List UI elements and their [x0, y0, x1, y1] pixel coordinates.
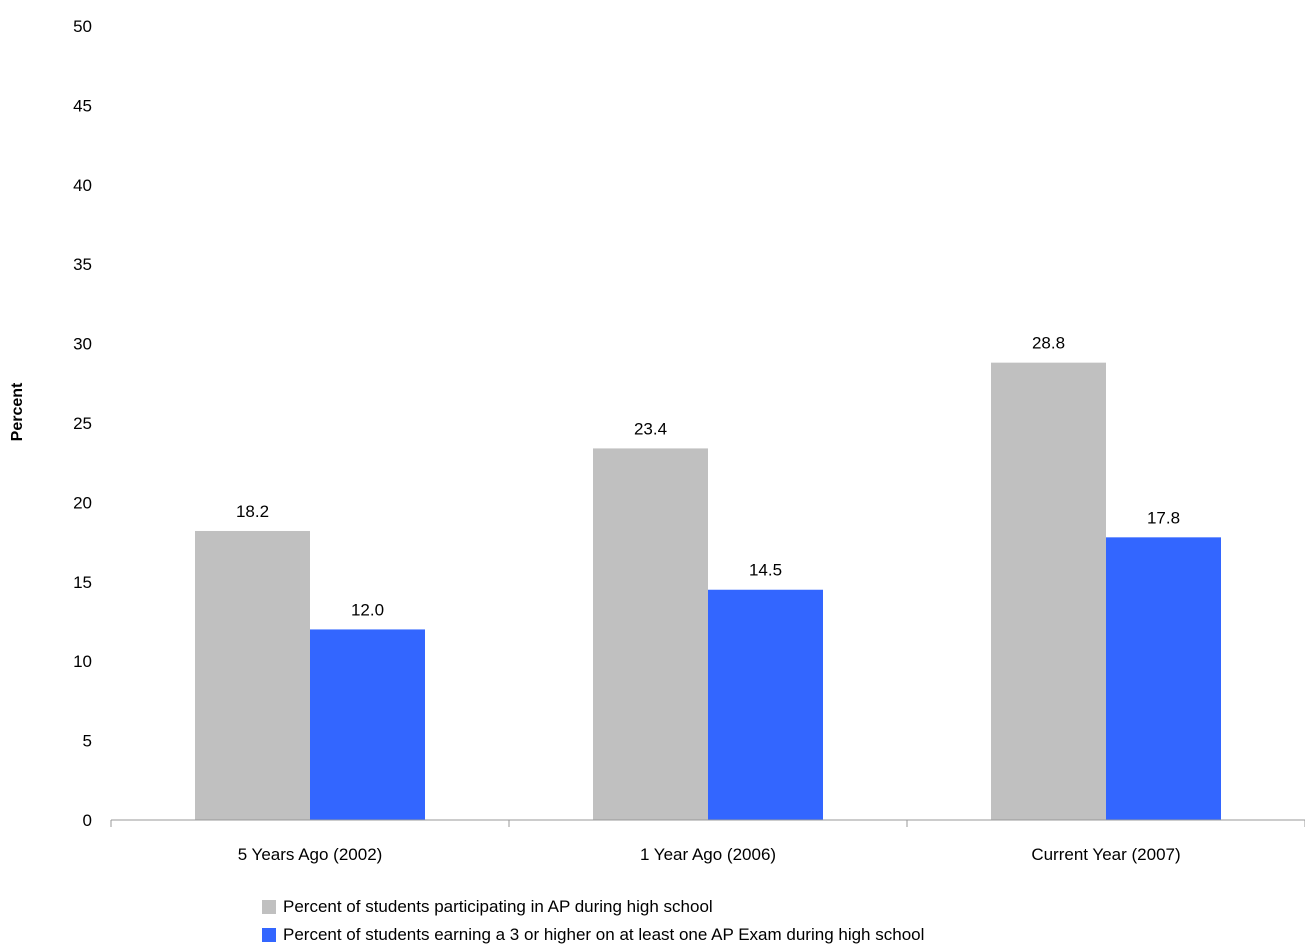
- bar-value-label: 17.8: [1147, 508, 1180, 527]
- y-tick-label: 0: [83, 811, 92, 830]
- x-category-label: 1 Year Ago (2006): [640, 845, 776, 864]
- y-tick-label: 40: [73, 176, 92, 195]
- bar-chart: Percent 0 5 10 15 20 25 30 35 40 45 50 18.2 12.0 23.…: [9, 17, 1305, 864]
- y-tick-label: 35: [73, 255, 92, 274]
- bar: [1106, 537, 1221, 820]
- bar-value-label: 14.5: [749, 561, 782, 580]
- legend-label-participating: Percent of students participating in AP …: [283, 897, 713, 916]
- bar-value-label: 18.2: [236, 502, 269, 521]
- y-tick-label: 25: [73, 414, 92, 433]
- y-axis-label: Percent: [9, 382, 26, 441]
- x-category-label: Current Year (2007): [1031, 845, 1180, 864]
- y-tick-label: 20: [73, 493, 92, 512]
- x-category-label: 5 Years Ago (2002): [238, 845, 383, 864]
- y-tick-label: 50: [73, 17, 92, 36]
- bar: [310, 629, 425, 820]
- legend: Percent of students participating in AP …: [262, 893, 924, 949]
- bar: [593, 448, 708, 820]
- legend-item-earning-3: Percent of students earning a 3 or highe…: [262, 921, 924, 949]
- y-tick-label: 5: [83, 732, 92, 751]
- bar-value-label: 28.8: [1032, 334, 1065, 353]
- y-tick-label: 15: [73, 573, 92, 592]
- y-axis-ticks: 0 5 10 15 20 25 30 35 40 45 50: [73, 17, 92, 830]
- bar: [991, 362, 1106, 820]
- legend-swatch-earning-3: [262, 928, 276, 942]
- y-tick-label: 45: [73, 96, 92, 115]
- bar: [708, 589, 823, 820]
- legend-swatch-participating: [262, 900, 276, 914]
- x-axis: 5 Years Ago (2002) 1 Year Ago (2006) Curre…: [110, 819, 1305, 864]
- legend-item-participating: Percent of students participating in AP …: [262, 893, 924, 921]
- bar-value-label: 23.4: [634, 419, 667, 438]
- bars: 18.2 12.0 23.4 14.5 28.8 17.8: [195, 334, 1221, 820]
- y-tick-label: 30: [73, 335, 92, 354]
- bar: [195, 530, 310, 820]
- y-tick-label: 10: [73, 652, 92, 671]
- legend-label-earning-3: Percent of students earning a 3 or highe…: [283, 925, 925, 944]
- bar-value-label: 12.0: [351, 600, 384, 619]
